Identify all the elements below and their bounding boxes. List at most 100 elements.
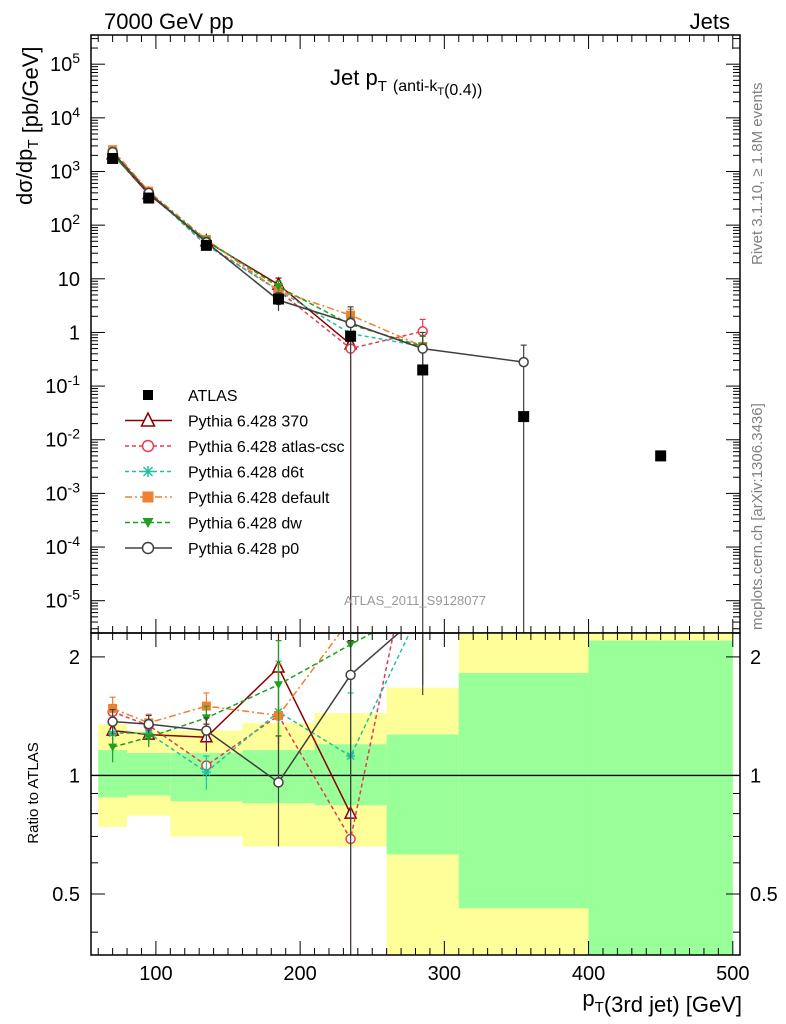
x-tick-label: 500 — [716, 963, 749, 985]
ratio-band-layer — [91, 633, 740, 955]
ratio-panel: 100 200 300 400 500 0.5 0.5 1 1 2 2 Ratio to ATLAS… — [25, 632, 778, 1017]
header-energy-label: 7000 GeV pp — [104, 9, 234, 34]
data-point-marker — [107, 152, 119, 164]
data-point-marker — [143, 718, 154, 730]
ratio-band-inner — [386, 734, 459, 855]
series-line — [112, 150, 423, 350]
main-plot-title: Jet pT (anti-kT(0.4)) — [330, 65, 482, 99]
data-point-marker — [143, 390, 153, 400]
y-tick-label: 10-2 — [45, 426, 80, 452]
data-point-marker — [140, 411, 156, 427]
y-tick-label: 102 — [50, 211, 80, 237]
data-point-marker — [417, 364, 429, 376]
ratio-series-layer — [105, 633, 424, 955]
legend-entry: Pythia 6.428 370 — [125, 411, 308, 431]
y-tick-label: 1 — [69, 322, 80, 344]
series-pythia-6-428-default — [108, 145, 428, 365]
data-point-marker — [142, 491, 154, 503]
x-tick-label: 100 — [139, 963, 172, 985]
data-point-marker — [655, 450, 667, 462]
legend-entry: Pythia 6.428 default — [125, 490, 330, 507]
x-axis-label: pT(3rd jet) [GeV] — [582, 986, 742, 1017]
x-tick-label: 300 — [428, 963, 461, 985]
ratio-y-tick-label-right: 1 — [750, 765, 761, 787]
data-point-marker — [108, 743, 118, 752]
ratio-y-tick-label-left: 2 — [69, 647, 80, 669]
series-line — [112, 633, 374, 748]
y-tick-label: 10-4 — [45, 533, 80, 559]
data-point-marker — [345, 330, 357, 342]
y-tick-label: 104 — [50, 104, 80, 130]
series-line — [112, 152, 423, 348]
x-tick-label: 400 — [572, 963, 605, 985]
data-point-marker — [142, 466, 154, 477]
analysis-id-label: ATLAS_2011_S9128077 — [344, 593, 486, 608]
mcplots-label: mcplots.cern.ch [arXiv:1306.3436] — [749, 403, 766, 630]
rivet-version-label: Rivet 3.1.10, ≥ 1.8M events — [749, 83, 766, 266]
data-point-marker — [518, 356, 529, 368]
legend-label: Pythia 6.428 p0 — [188, 541, 299, 558]
data-point-marker — [345, 669, 356, 681]
data-point-marker — [144, 733, 154, 742]
y-tick-label: 10-3 — [45, 479, 80, 505]
series-line — [112, 633, 400, 784]
y-tick-label: 10 — [58, 269, 80, 291]
main-y-axis-label: dσ/dpT [pb/GeV] — [12, 46, 43, 205]
series-pythia-6-428-p0 — [107, 633, 424, 955]
data-point-marker — [141, 439, 155, 453]
data-point-marker — [201, 725, 212, 736]
data-point-marker — [273, 681, 283, 690]
ratio-y-axis-label: Ratio to ATLAS — [25, 742, 42, 843]
y-tick-label: 103 — [50, 157, 80, 183]
data-point-marker — [143, 192, 155, 204]
legend-entry: Pythia 6.428 dw — [125, 516, 302, 533]
ratio-band-inner — [588, 640, 733, 955]
ratio-band-inner — [127, 753, 171, 796]
series-line — [112, 149, 424, 348]
legend-label: ATLAS — [188, 388, 238, 405]
ratio-axis-ticks: 100 200 300 400 500 0.5 0.5 1 1 2 2 — [52, 633, 778, 985]
y-tick-label: 105 — [50, 50, 80, 76]
series-pythia-6-428-d6t — [108, 148, 428, 365]
series-atlas — [107, 152, 667, 462]
y-tick-label: 10-1 — [45, 372, 80, 398]
data-point-marker — [108, 703, 118, 713]
data-point-marker — [142, 518, 154, 528]
series-line — [112, 154, 423, 348]
data-point-marker — [272, 293, 284, 305]
y-tick-label: 10-5 — [45, 587, 80, 613]
legend-entry: Pythia 6.428 d6t — [125, 465, 304, 482]
legend-entry: ATLAS — [143, 388, 238, 405]
series-line — [112, 151, 524, 363]
series-line — [112, 633, 341, 724]
legend-label: Pythia 6.428 dw — [188, 516, 302, 533]
legend-label: Pythia 6.428 default — [188, 490, 330, 507]
legend-label: Pythia 6.428 atlas-csc — [188, 439, 345, 456]
data-point-marker — [107, 716, 118, 727]
ratio-y-tick-label-left: 0.5 — [52, 884, 80, 906]
data-point-marker — [273, 283, 283, 292]
ratio-y-tick-label-right: 2 — [750, 647, 761, 669]
legend-entry: Pythia 6.428 p0 — [125, 541, 299, 558]
x-tick-label: 200 — [283, 963, 316, 985]
data-point-marker — [200, 239, 212, 251]
legend: ATLAS Pythia 6.428 370 Pythia 6.428 atlas-… — [125, 388, 345, 558]
legend-label: Pythia 6.428 370 — [188, 414, 308, 431]
ratio-band-inner — [458, 673, 589, 909]
data-point-marker — [201, 767, 211, 777]
data-point-marker — [273, 777, 284, 788]
data-point-marker — [417, 343, 428, 354]
ratio-y-tick-label-right: 0.5 — [750, 884, 778, 906]
series-line — [112, 153, 352, 345]
main-series-layer — [105, 145, 667, 633]
data-point-marker — [141, 541, 155, 555]
legend-entry: Pythia 6.428 atlas-csc — [125, 439, 345, 456]
data-point-marker — [518, 411, 530, 423]
ratio-y-tick-label-left: 1 — [69, 765, 80, 787]
series-line — [112, 633, 411, 774]
header-jets-label: Jets — [690, 9, 730, 34]
data-point-marker — [345, 317, 356, 329]
